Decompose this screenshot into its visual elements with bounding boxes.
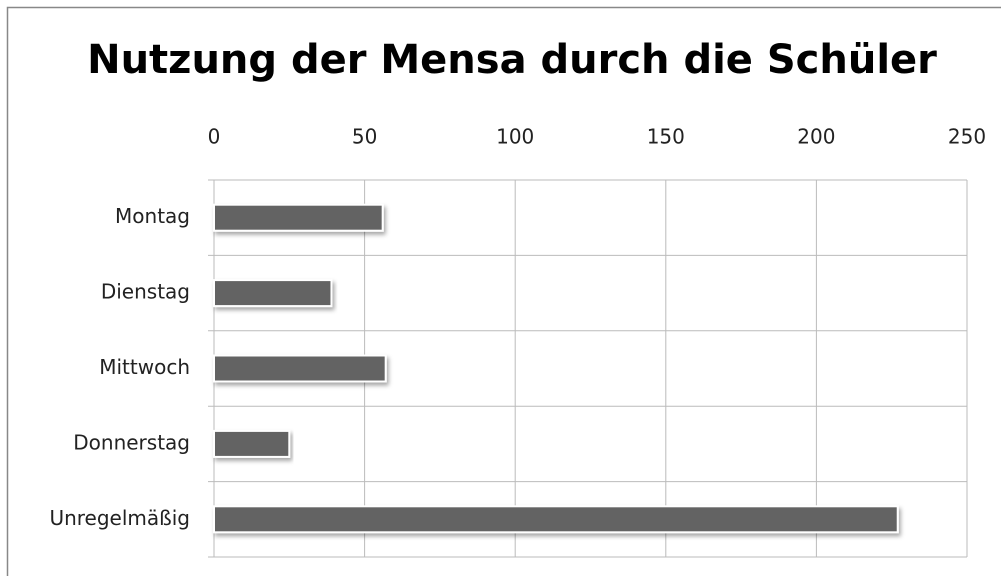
y-tick-label: Unregelmäßig bbox=[49, 506, 190, 530]
bar bbox=[213, 279, 333, 308]
y-tick-label: Dienstag bbox=[101, 280, 190, 304]
bar bbox=[213, 203, 384, 232]
x-tick-label: 200 bbox=[797, 125, 835, 149]
bar bbox=[213, 354, 387, 383]
x-tick-label: 100 bbox=[496, 125, 534, 149]
x-tick-label: 150 bbox=[647, 125, 685, 149]
x-tick-label: 250 bbox=[948, 125, 986, 149]
y-tick-label: Montag bbox=[115, 204, 190, 228]
chart-title: Nutzung der Mensa durch die Schüler bbox=[87, 37, 937, 83]
bar bbox=[213, 429, 291, 458]
y-tick-label: Donnerstag bbox=[73, 430, 190, 454]
x-tick-label: 0 bbox=[208, 125, 221, 149]
bar bbox=[213, 505, 899, 534]
x-tick-label: 50 bbox=[352, 125, 377, 149]
y-tick-label: Mittwoch bbox=[99, 355, 190, 379]
